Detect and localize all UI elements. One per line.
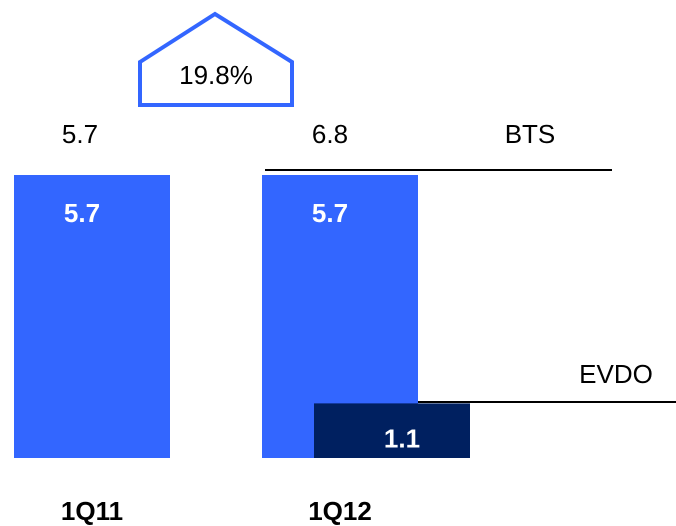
legend-label: EVDO	[579, 359, 653, 389]
growth-label: 19.8%	[179, 60, 253, 90]
value-label: 5.7	[312, 198, 348, 228]
total-label: 6.8	[312, 119, 348, 149]
x-tick-label: 1Q11	[61, 496, 123, 526]
total-label: 5.7	[62, 119, 98, 149]
value-label: 1.1	[384, 424, 420, 454]
growth-badge	[138, 11, 294, 107]
value-label: 5.7	[64, 198, 100, 228]
legend-label: BTS	[505, 119, 556, 149]
bar	[314, 403, 470, 458]
bar	[14, 175, 170, 458]
x-tick-label: 1Q12	[308, 496, 372, 526]
